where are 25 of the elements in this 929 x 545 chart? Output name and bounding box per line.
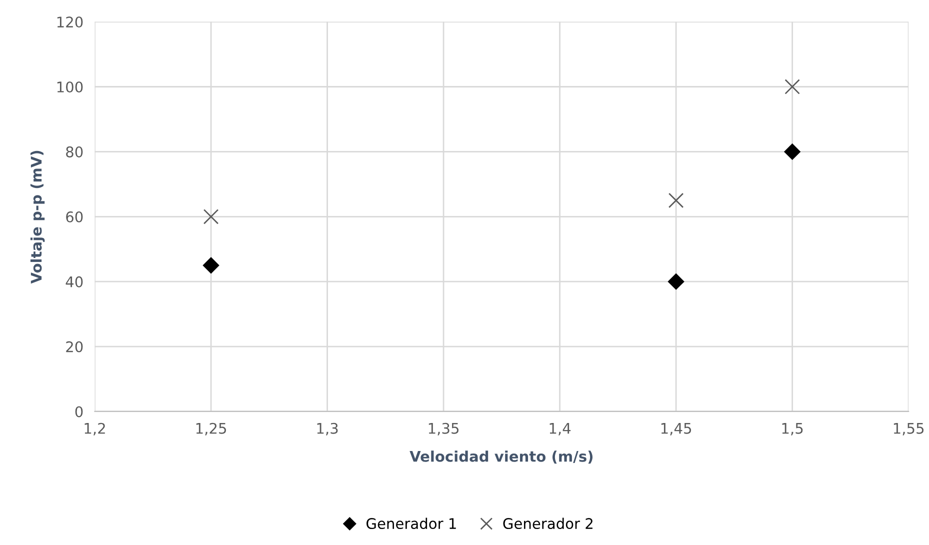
y-tick-label: 60 <box>66 211 83 222</box>
y-tick-label: 100 <box>57 81 83 92</box>
y-tick-label: 20 <box>66 341 83 352</box>
x-tick-label: 1,2 <box>84 422 105 436</box>
point <box>668 192 684 208</box>
x-tick-label: 1,45 <box>661 423 692 436</box>
x-tick-label: 1,55 <box>894 423 924 436</box>
legend-label: Generador 2 <box>503 518 592 530</box>
x-tick-label: 1,4 <box>550 423 571 436</box>
legend-label: Generador 1 <box>366 518 456 530</box>
point <box>203 209 219 224</box>
x-tick-label: 1,5 <box>782 423 803 436</box>
y-axis-title: Voltaje p-p (mV) <box>30 150 45 284</box>
point <box>784 79 800 94</box>
point <box>202 257 220 274</box>
x-tick-label: 1,3 <box>317 422 338 436</box>
x-tick-label: 1,35 <box>428 422 458 436</box>
y-tick-label: 120 <box>57 16 83 28</box>
point <box>784 143 801 160</box>
y-tick-label: 80 <box>66 146 83 158</box>
y-tick-label: 40 <box>66 276 83 288</box>
y-tick-label: 0 <box>75 406 83 418</box>
point <box>668 273 684 290</box>
x-axis-title: Velocidad viento (m/s) <box>410 450 593 464</box>
x-tick-label: 1,25 <box>196 422 226 436</box>
